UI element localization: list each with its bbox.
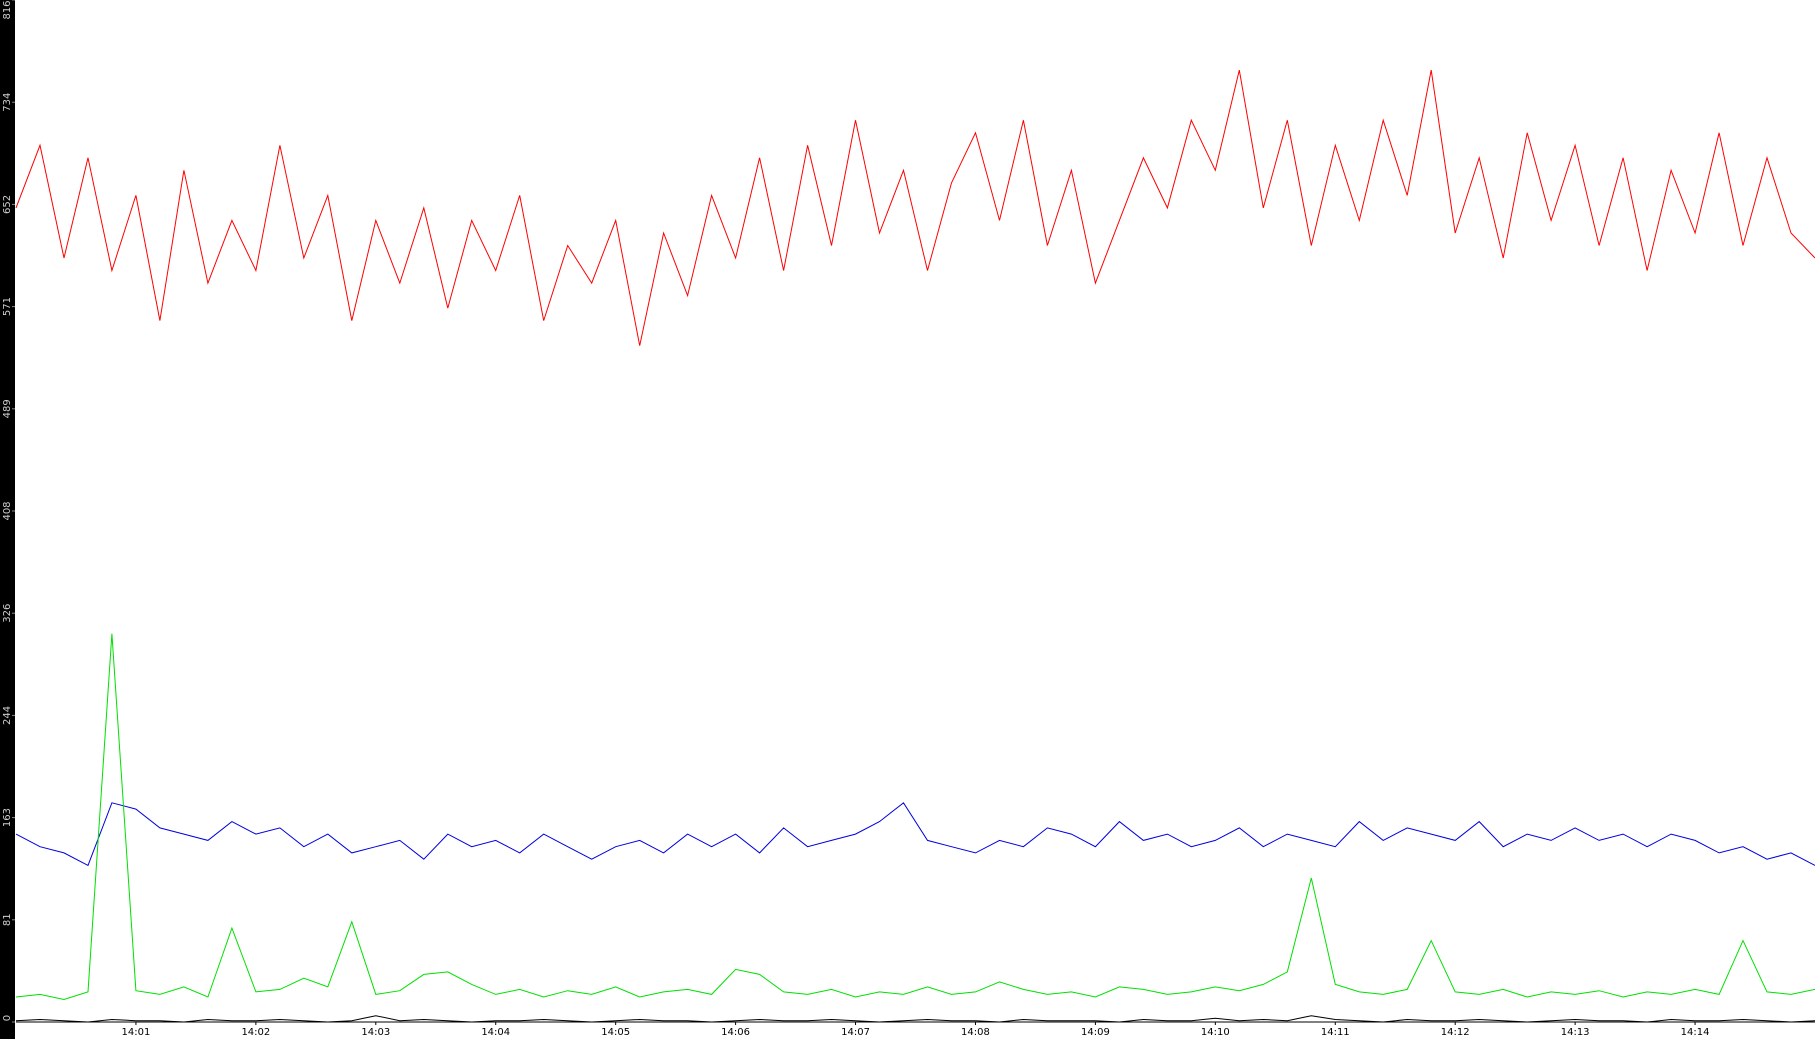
x-tick-label: 14:02 xyxy=(241,1027,270,1038)
y-tick-label: 0 xyxy=(2,1015,13,1021)
y-tick-label: 652 xyxy=(2,195,13,214)
y-tick-label: 81 xyxy=(2,913,13,926)
y-tick-label: 734 xyxy=(2,93,13,112)
x-tick-label: 14:07 xyxy=(841,1027,870,1038)
x-tick-label: 14:04 xyxy=(481,1027,510,1038)
x-tick-label: 14:12 xyxy=(1441,1027,1470,1038)
x-tick-label: 14:03 xyxy=(361,1027,390,1038)
y-tick-label: 408 xyxy=(2,501,13,520)
y-tick-label: 816 xyxy=(2,0,13,19)
x-tick-label: 14:14 xyxy=(1681,1027,1710,1038)
y-tick-label: 571 xyxy=(2,297,13,316)
x-tick-label: 14:01 xyxy=(122,1027,151,1038)
series-line xyxy=(15,802,1815,867)
series-line xyxy=(15,1015,1815,1023)
y-tick-label: 326 xyxy=(2,604,13,623)
series-line xyxy=(15,633,1815,1001)
y-tick-label: 244 xyxy=(2,706,13,725)
x-tick-label: 14:06 xyxy=(721,1027,750,1038)
x-tick-label: 14:10 xyxy=(1201,1027,1230,1038)
y-axis-strip xyxy=(0,0,15,1039)
x-tick-label: 14:05 xyxy=(601,1027,630,1038)
y-tick-label: 163 xyxy=(2,808,13,827)
x-tick-label: 14:13 xyxy=(1561,1027,1590,1038)
x-tick-label: 14:09 xyxy=(1081,1027,1110,1038)
x-tick-label: 14:11 xyxy=(1321,1027,1350,1038)
x-tick-label: 14:08 xyxy=(961,1027,990,1038)
y-tick-label: 489 xyxy=(2,399,13,418)
series-line xyxy=(15,69,1815,346)
